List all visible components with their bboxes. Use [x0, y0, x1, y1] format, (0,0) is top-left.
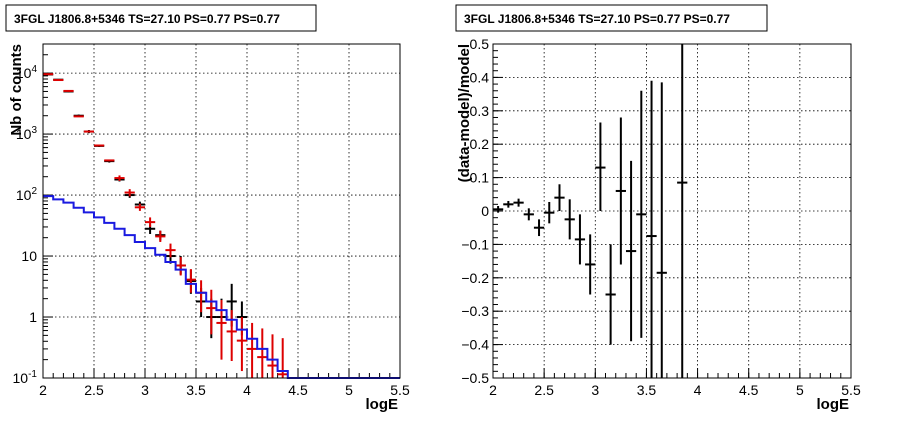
- y-tick-label: 0.4: [470, 69, 490, 85]
- residual-point: [564, 199, 575, 240]
- y-tick-label: 0.3: [470, 103, 490, 119]
- y-tick-label: −0.1: [461, 236, 489, 252]
- model-point: [185, 269, 196, 293]
- y-axis-label: Nb of counts: [8, 44, 25, 136]
- residual-point: [656, 82, 667, 378]
- y-tick-label: −0.4: [461, 337, 489, 353]
- residual-point: [636, 90, 647, 338]
- model-point: [155, 230, 166, 242]
- model-point: [134, 203, 145, 211]
- chart-panel-2: 3FGL J1806.8+5346 TS=27.10 PS=0.77 PS=0.…: [455, 4, 861, 413]
- x-tick-label: 4.5: [288, 382, 308, 398]
- model-point: [145, 217, 156, 227]
- y-tick-label: 10: [21, 248, 37, 264]
- x-axis-label: logE: [366, 396, 399, 413]
- y-tick-label: −0.3: [461, 303, 489, 319]
- x-tick-label: 2.5: [534, 382, 554, 398]
- title-box: [455, 4, 768, 32]
- y-tick-label: 0: [481, 203, 489, 219]
- residual-point: [523, 208, 534, 221]
- residual-point: [574, 214, 586, 265]
- y-tick-label: 104: [16, 64, 38, 81]
- chart-title: 3FGL J1806.8+5346 TS=27.10 PS=0.77 PS=0.…: [14, 12, 280, 26]
- residual-point: [554, 184, 565, 211]
- x-tick-label: 5.5: [841, 382, 861, 398]
- chart-panel-1: 3FGL J1806.8+5346 TS=27.10 PS=0.77 PS=0.…: [5, 4, 410, 413]
- residual-point: [605, 244, 616, 345]
- model-point: [226, 310, 237, 362]
- model-point: [247, 322, 258, 378]
- y-tick-label: 0.5: [470, 36, 490, 52]
- x-tick-label: 3: [591, 382, 599, 398]
- y-tick-label: 1: [29, 309, 37, 325]
- model-point: [165, 243, 176, 258]
- residual-point: [646, 80, 657, 378]
- y-axis-label: (data-model)/model: [456, 44, 473, 182]
- x-tick-label: 5.5: [390, 382, 410, 398]
- model-point: [175, 257, 186, 276]
- residual-point: [544, 201, 555, 224]
- x-tick-label: 2: [489, 382, 497, 398]
- x-axis-label: logE: [817, 396, 850, 413]
- x-tick-label: 3.5: [637, 382, 657, 398]
- x-tick-label: 4: [243, 382, 251, 398]
- x-tick-label: 2: [39, 382, 47, 398]
- model-point: [124, 189, 135, 197]
- y-tick-label: 10-1: [13, 369, 38, 386]
- residual-point: [533, 219, 545, 237]
- x-tick-label: 2.5: [84, 382, 104, 398]
- model-point: [114, 175, 125, 182]
- model-point: [267, 334, 278, 378]
- x-tick-label: 5: [796, 382, 804, 398]
- x-tick-label: 4.5: [739, 382, 759, 398]
- chart-title: 3FGL J1806.8+5346 TS=27.10 PS=0.77 PS=0.…: [464, 12, 730, 26]
- residual-point: [503, 200, 514, 208]
- residual-point: [585, 234, 596, 295]
- model-point: [196, 280, 207, 313]
- residual-point: [493, 205, 504, 213]
- y-tick-label: 103: [16, 125, 38, 142]
- model-point: [257, 328, 268, 378]
- plot-frame: [42, 43, 401, 379]
- model-point: [206, 289, 217, 335]
- residual-point: [677, 44, 688, 378]
- residual-point: [513, 198, 524, 207]
- residual-point: [615, 117, 626, 265]
- model-point: [216, 300, 227, 360]
- y-tick-label: 102: [16, 186, 38, 203]
- plot-frame: [492, 43, 852, 379]
- residual-point: [595, 122, 606, 211]
- x-tick-label: 5: [345, 382, 353, 398]
- y-tick-label: −0.5: [461, 370, 489, 386]
- title-box: [5, 4, 317, 32]
- x-tick-label: 3.5: [186, 382, 206, 398]
- x-tick-label: 3: [141, 382, 149, 398]
- y-tick-label: 0.1: [470, 170, 490, 186]
- y-tick-label: 0.2: [470, 136, 490, 152]
- model-point: [236, 317, 247, 372]
- x-tick-label: 4: [694, 382, 702, 398]
- residual-point: [625, 160, 637, 342]
- y-tick-label: −0.2: [461, 270, 489, 286]
